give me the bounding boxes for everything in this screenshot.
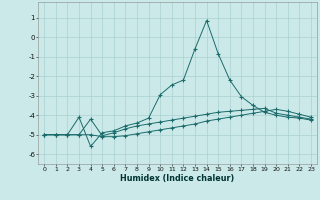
X-axis label: Humidex (Indice chaleur): Humidex (Indice chaleur) (120, 174, 235, 183)
